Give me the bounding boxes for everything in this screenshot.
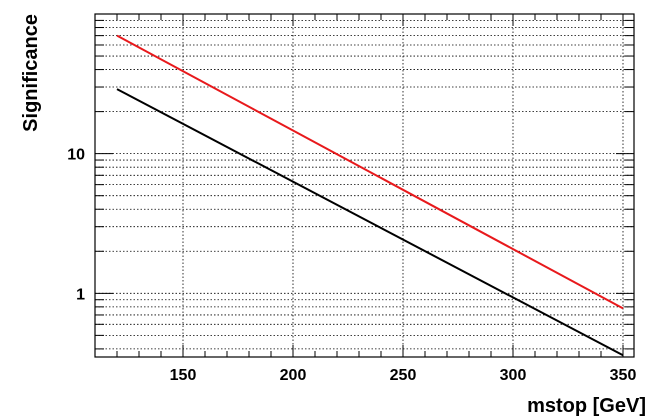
x-tick-label: 200 — [280, 367, 307, 384]
x-tick-label: 350 — [610, 367, 637, 384]
plot-frame — [94, 13, 635, 358]
x-tick-label: 250 — [390, 367, 417, 384]
y-tick-label: 10 — [67, 147, 85, 164]
series-line-1 — [116, 34, 624, 310]
axis-ticks — [94, 13, 634, 357]
grid-lines — [95, 13, 634, 357]
series-line-2 — [116, 88, 624, 357]
series-lines — [116, 34, 624, 357]
x-tick-label: 150 — [170, 367, 197, 384]
tick-labels: 150 200 250 300 350 1 10 — [67, 147, 636, 384]
y-tick-label: 1 — [76, 286, 85, 303]
x-axis-title: mstop [GeV] — [527, 395, 646, 417]
x-tick-label: 300 — [500, 367, 527, 384]
y-axis-title: Significance — [20, 14, 42, 132]
